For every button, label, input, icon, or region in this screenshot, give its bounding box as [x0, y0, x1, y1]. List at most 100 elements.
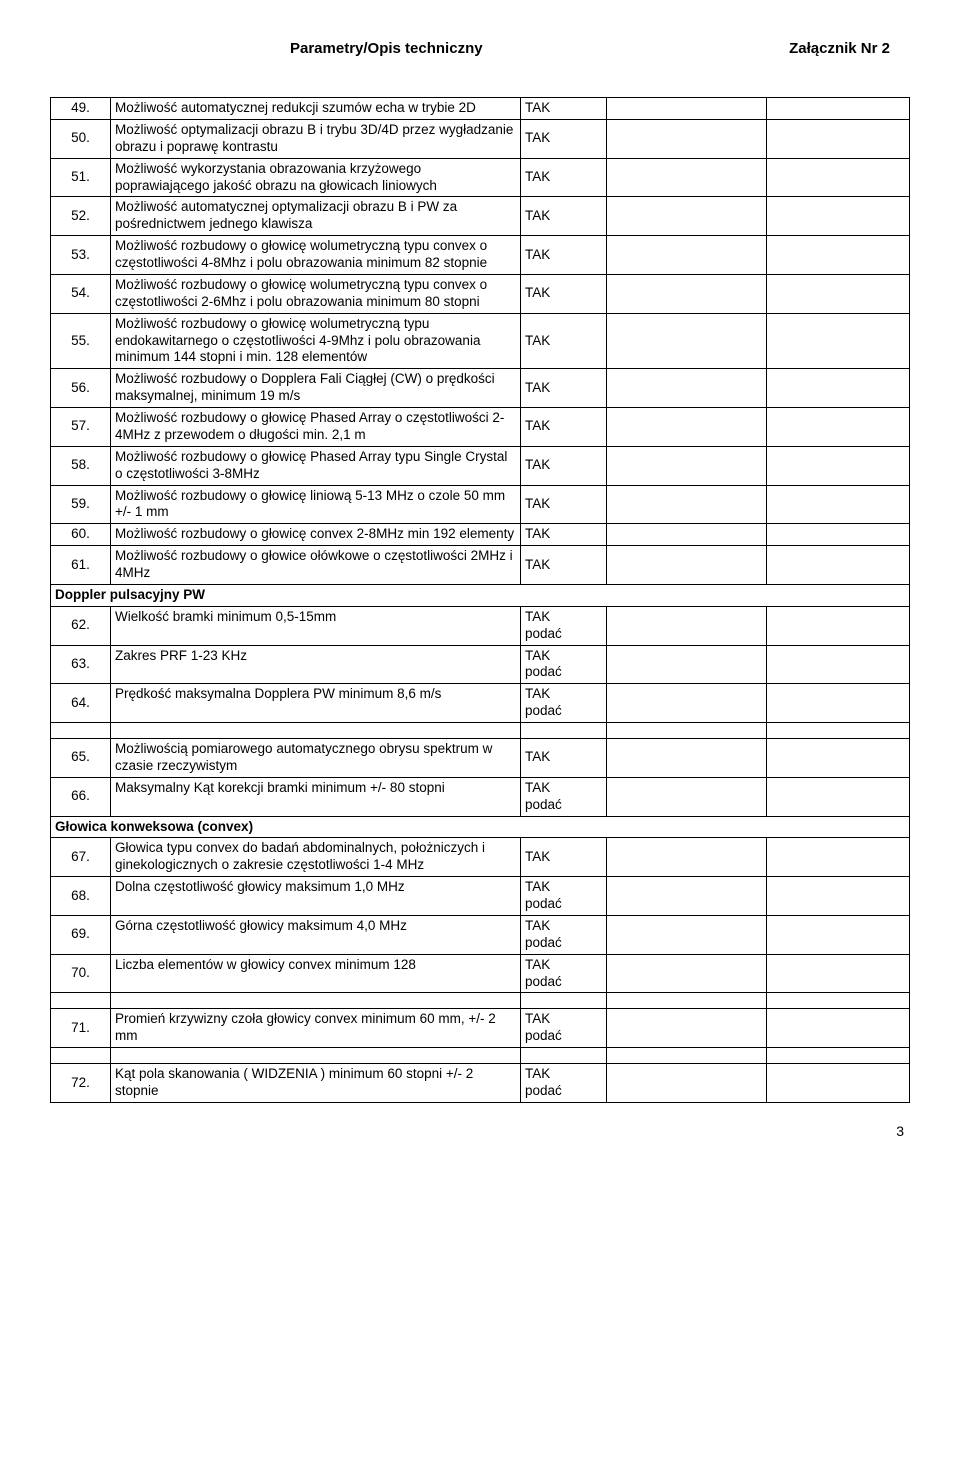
- row-col4: [607, 1064, 767, 1103]
- row-requirement: TAK: [521, 369, 607, 408]
- row-requirement: TAK: [521, 274, 607, 313]
- row-description: Wielkość bramki minimum 0,5-15mm: [111, 606, 521, 645]
- row-number: 68.: [51, 877, 111, 916]
- row-col5: [767, 546, 910, 585]
- row-number: 66.: [51, 777, 111, 816]
- row-col5: [767, 446, 910, 485]
- row-description: Możliwość rozbudowy o głowicę wolumetryc…: [111, 313, 521, 369]
- spacer-cell: [111, 723, 521, 739]
- row-col5: [767, 877, 910, 916]
- row-col4: [607, 838, 767, 877]
- row-col4: [607, 485, 767, 524]
- row-col4: [607, 684, 767, 723]
- row-requirement: TAK podać: [521, 684, 607, 723]
- row-number: 58.: [51, 446, 111, 485]
- spacer-cell: [767, 1048, 910, 1064]
- row-requirement: TAK: [521, 98, 607, 120]
- row-col5: [767, 954, 910, 993]
- row-col4: [607, 98, 767, 120]
- row-number: 55.: [51, 313, 111, 369]
- row-requirement: TAK podać: [521, 915, 607, 954]
- row-number: 60.: [51, 524, 111, 546]
- row-description: Możliwość rozbudowy o Dopplera Fali Ciąg…: [111, 369, 521, 408]
- row-description: Możliwością pomiarowego automatycznego o…: [111, 739, 521, 778]
- row-requirement: TAK podać: [521, 606, 607, 645]
- row-col5: [767, 606, 910, 645]
- row-number: 70.: [51, 954, 111, 993]
- row-number: 50.: [51, 119, 111, 158]
- row-col4: [607, 739, 767, 778]
- row-requirement: TAK: [521, 158, 607, 197]
- row-requirement: TAK podać: [521, 645, 607, 684]
- row-requirement: TAK: [521, 446, 607, 485]
- row-description: Możliwość rozbudowy o głowicę Phased Arr…: [111, 408, 521, 447]
- row-number: 62.: [51, 606, 111, 645]
- row-number: 63.: [51, 645, 111, 684]
- header-left: Parametry/Opis techniczny: [290, 40, 483, 57]
- row-description: Dolna częstotliwość głowicy maksimum 1,0…: [111, 877, 521, 916]
- row-col5: [767, 274, 910, 313]
- row-requirement: TAK: [521, 197, 607, 236]
- row-number: 53.: [51, 236, 111, 275]
- row-description: Głowica typu convex do badań abdominalny…: [111, 838, 521, 877]
- row-description: Możliwość wykorzystania obrazowania krzy…: [111, 158, 521, 197]
- row-col5: [767, 98, 910, 120]
- row-col4: [607, 915, 767, 954]
- page-number: 3: [50, 1123, 910, 1139]
- row-col5: [767, 739, 910, 778]
- spacer-cell: [111, 993, 521, 1009]
- row-requirement: TAK: [521, 236, 607, 275]
- row-requirement: TAK: [521, 546, 607, 585]
- row-requirement: TAK: [521, 524, 607, 546]
- row-col4: [607, 954, 767, 993]
- spacer-cell: [51, 993, 111, 1009]
- row-description: Możliwość optymalizacji obrazu B i trybu…: [111, 119, 521, 158]
- row-col4: [607, 119, 767, 158]
- row-description: Możliwość rozbudowy o głowicę Phased Arr…: [111, 446, 521, 485]
- row-number: 69.: [51, 915, 111, 954]
- row-col4: [607, 645, 767, 684]
- row-description: Możliwość rozbudowy o głowicę convex 2-8…: [111, 524, 521, 546]
- header-right: Załącznik Nr 2: [789, 40, 890, 57]
- row-col4: [607, 777, 767, 816]
- row-col4: [607, 313, 767, 369]
- row-number: 57.: [51, 408, 111, 447]
- spacer-cell: [51, 723, 111, 739]
- spacer-cell: [767, 723, 910, 739]
- row-col4: [607, 1009, 767, 1048]
- row-requirement: TAK podać: [521, 877, 607, 916]
- row-description: Możliwość automatycznej redukcji szumów …: [111, 98, 521, 120]
- row-requirement: TAK: [521, 485, 607, 524]
- row-description: Maksymalny Kąt korekcji bramki minimum +…: [111, 777, 521, 816]
- row-number: 52.: [51, 197, 111, 236]
- row-requirement: TAK: [521, 119, 607, 158]
- row-number: 61.: [51, 546, 111, 585]
- row-requirement: TAK podać: [521, 1009, 607, 1048]
- row-number: 71.: [51, 1009, 111, 1048]
- row-col5: [767, 236, 910, 275]
- row-number: 59.: [51, 485, 111, 524]
- spacer-cell: [767, 993, 910, 1009]
- row-requirement: TAK podać: [521, 777, 607, 816]
- spacer-cell: [607, 1048, 767, 1064]
- row-col5: [767, 777, 910, 816]
- row-description: Liczba elementów w głowicy convex minimu…: [111, 954, 521, 993]
- row-col4: [607, 274, 767, 313]
- row-description: Możliwość rozbudowy o głowice ołówkowe o…: [111, 546, 521, 585]
- spacer-cell: [51, 1048, 111, 1064]
- row-description: Możliwość rozbudowy o głowicę liniową 5-…: [111, 485, 521, 524]
- row-col4: [607, 408, 767, 447]
- row-col4: [607, 877, 767, 916]
- row-requirement: TAK: [521, 739, 607, 778]
- row-col5: [767, 524, 910, 546]
- row-col4: [607, 369, 767, 408]
- row-col5: [767, 313, 910, 369]
- row-description: Możliwość automatycznej optymalizacji ob…: [111, 197, 521, 236]
- spacer-cell: [111, 1048, 521, 1064]
- row-col5: [767, 915, 910, 954]
- spacer-cell: [521, 723, 607, 739]
- row-col4: [607, 524, 767, 546]
- row-description: Promień krzywizny czoła głowicy convex m…: [111, 1009, 521, 1048]
- spacer-cell: [521, 1048, 607, 1064]
- row-col5: [767, 645, 910, 684]
